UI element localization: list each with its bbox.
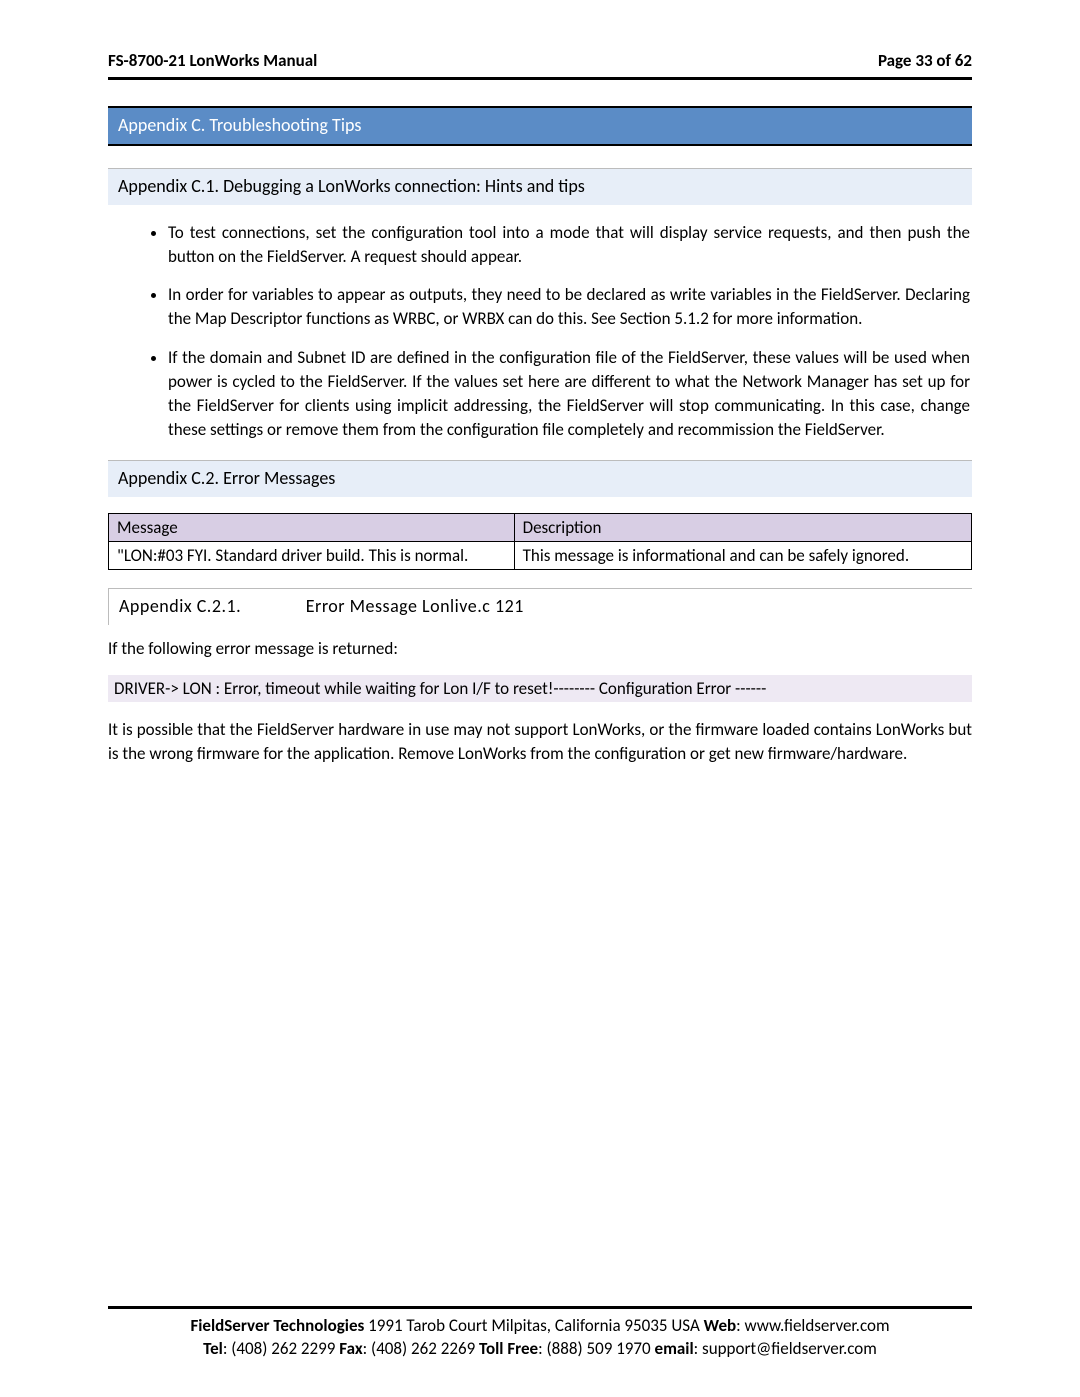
c1-bullet-list: To test connections, set the configurati… <box>168 221 972 442</box>
footer-line-1: FieldServer Technologies 1991 Tarob Cour… <box>108 1315 972 1338</box>
footer-email-label: email <box>655 1338 694 1359</box>
header-right: Page 33 of 62 <box>878 50 972 71</box>
appendix-c-banner: Appendix C. Troubleshooting Tips <box>108 106 972 146</box>
header-left: FS-8700-21 LonWorks Manual <box>108 50 317 71</box>
table-header-row: Message Description <box>109 514 972 542</box>
c21-intro: If the following error message is return… <box>108 637 972 661</box>
page-header: FS-8700-21 LonWorks Manual Page 33 of 62 <box>108 50 972 80</box>
heading-c2-1-number: Appendix C.2.1. <box>119 595 241 617</box>
list-item: To test connections, set the configurati… <box>168 221 972 269</box>
col-description: Description <box>514 514 971 542</box>
c21-error-line: DRIVER-> LON : Error, timeout while wait… <box>108 675 972 702</box>
list-item: In order for variables to appear as outp… <box>168 283 972 331</box>
table-row: "LON:#03 FYI. Standard driver build. Thi… <box>109 542 972 570</box>
footer-line-2: Tel: (408) 262 2299 Fax: (408) 262 2269 … <box>108 1338 972 1361</box>
cell-description: This message is informational and can be… <box>514 542 971 570</box>
heading-c2: Appendix C.2. Error Messages <box>108 460 972 497</box>
footer-fax-label: Fax <box>339 1338 362 1359</box>
footer-tel: : (408) 262 2299 <box>223 1338 339 1359</box>
page-footer: FieldServer Technologies 1991 Tarob Cour… <box>108 1306 972 1361</box>
footer-toll-label: Toll Free <box>479 1338 538 1359</box>
error-messages-table: Message Description "LON:#03 FYI. Standa… <box>108 513 972 570</box>
cell-message: "LON:#03 FYI. Standard driver build. Thi… <box>109 542 515 570</box>
footer-web: : www.fieldserver.com <box>736 1315 889 1336</box>
footer-address: 1991 Tarob Court Milpitas, California 95… <box>364 1315 703 1336</box>
list-item: If the domain and Subnet ID are defined … <box>168 346 972 443</box>
heading-c2-1: Appendix C.2.1. Error Message Lonlive.c … <box>108 588 972 625</box>
page-content: FS-8700-21 LonWorks Manual Page 33 of 62… <box>108 50 972 780</box>
heading-c1: Appendix C.1. Debugging a LonWorks conne… <box>108 168 972 205</box>
footer-fax: : (408) 262 2269 <box>363 1338 479 1359</box>
footer-web-label: Web <box>704 1315 736 1336</box>
col-message: Message <box>109 514 515 542</box>
footer-company: FieldServer Technologies <box>190 1315 364 1336</box>
footer-tel-label: Tel <box>203 1338 223 1359</box>
heading-c2-1-title: Error Message Lonlive.c 121 <box>306 595 524 617</box>
footer-email: : support@fieldserver.com <box>694 1338 877 1359</box>
footer-toll: : (888) 509 1970 <box>538 1338 654 1359</box>
c21-body: It is possible that the FieldServer hard… <box>108 718 972 766</box>
